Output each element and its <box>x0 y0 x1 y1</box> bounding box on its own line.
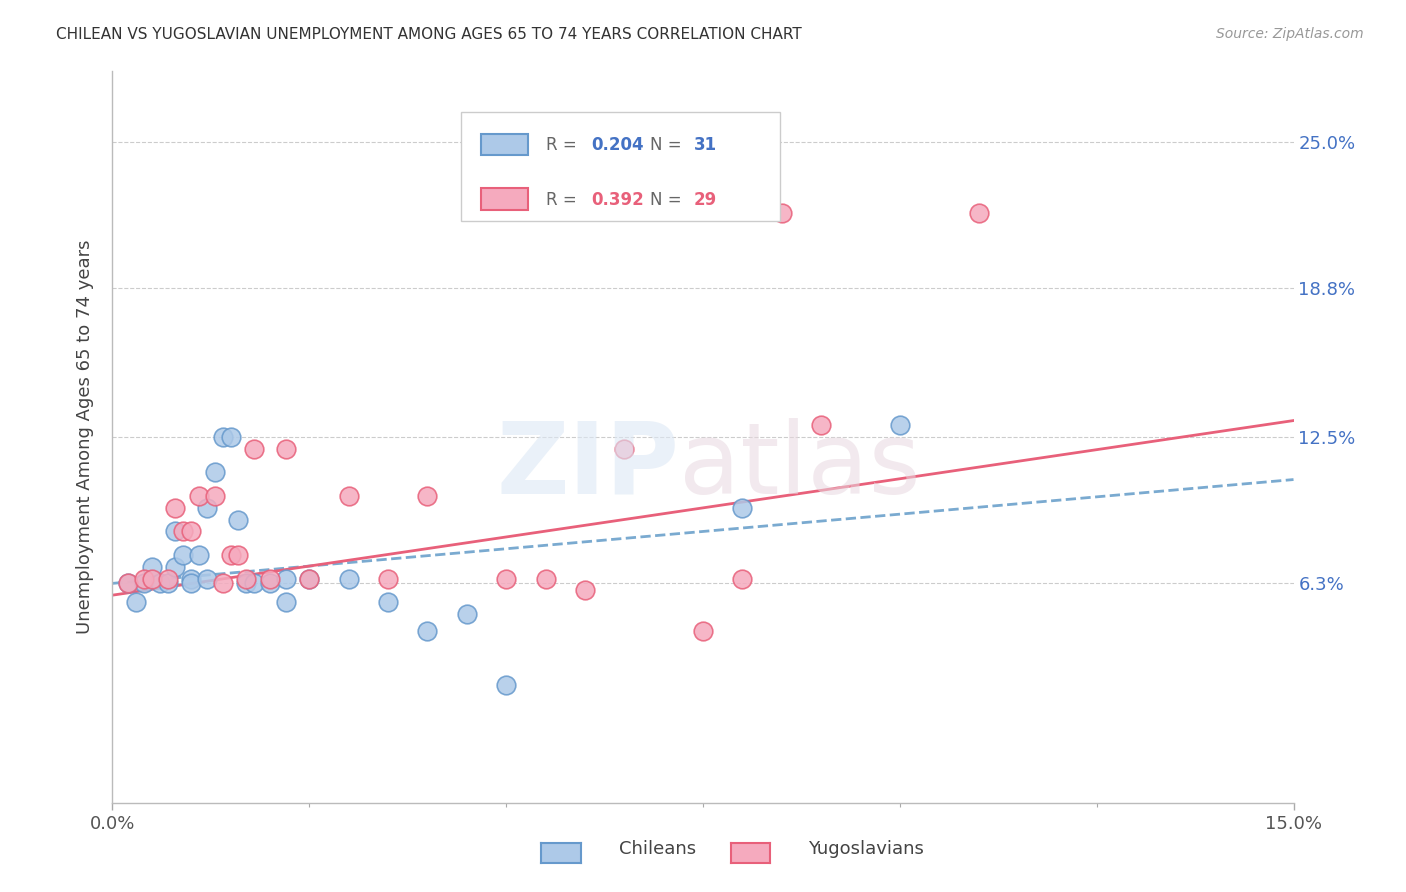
Point <box>337 489 360 503</box>
Text: Yugoslavians: Yugoslavians <box>808 840 924 858</box>
Point <box>731 572 754 586</box>
Point <box>117 576 139 591</box>
Point <box>228 513 250 527</box>
Point <box>211 576 233 591</box>
Point <box>141 559 163 574</box>
Point <box>204 466 226 480</box>
Point <box>243 576 266 591</box>
Point <box>195 500 218 515</box>
Point <box>574 583 596 598</box>
Point <box>172 524 194 539</box>
Point <box>274 442 297 456</box>
FancyBboxPatch shape <box>481 134 529 155</box>
FancyBboxPatch shape <box>481 188 529 211</box>
Point <box>243 442 266 456</box>
Point <box>337 572 360 586</box>
Text: ZIP: ZIP <box>496 417 679 515</box>
Text: Source: ZipAtlas.com: Source: ZipAtlas.com <box>1216 27 1364 41</box>
Point <box>235 576 257 591</box>
Point <box>416 489 439 503</box>
Point <box>235 572 257 586</box>
Point <box>188 489 211 503</box>
Point <box>132 572 155 586</box>
Point <box>456 607 478 621</box>
Text: 29: 29 <box>693 191 717 209</box>
Point <box>125 595 148 609</box>
FancyBboxPatch shape <box>461 112 780 221</box>
Point <box>889 418 911 433</box>
Point <box>180 576 202 591</box>
Point <box>188 548 211 562</box>
Point <box>180 572 202 586</box>
Point <box>377 572 399 586</box>
Text: N =: N = <box>650 136 686 154</box>
Point <box>195 572 218 586</box>
Point <box>692 624 714 638</box>
Point <box>165 500 187 515</box>
Point <box>211 430 233 444</box>
Point <box>149 576 172 591</box>
Text: CHILEAN VS YUGOSLAVIAN UNEMPLOYMENT AMONG AGES 65 TO 74 YEARS CORRELATION CHART: CHILEAN VS YUGOSLAVIAN UNEMPLOYMENT AMON… <box>56 27 801 42</box>
Point <box>259 576 281 591</box>
Text: Chileans: Chileans <box>619 840 696 858</box>
Text: N =: N = <box>650 191 686 209</box>
Point <box>165 524 187 539</box>
Point <box>180 524 202 539</box>
Point <box>156 572 179 586</box>
Point <box>810 418 832 433</box>
Text: R =: R = <box>546 136 582 154</box>
Point <box>259 572 281 586</box>
Point <box>141 572 163 586</box>
Point <box>228 548 250 562</box>
Point <box>495 572 517 586</box>
Text: R =: R = <box>546 191 582 209</box>
Point <box>219 548 242 562</box>
Point <box>416 624 439 638</box>
Point <box>274 595 297 609</box>
Point <box>298 572 321 586</box>
Point <box>770 206 793 220</box>
Point <box>967 206 990 220</box>
Point <box>132 576 155 591</box>
Point <box>204 489 226 503</box>
Text: 0.204: 0.204 <box>591 136 644 154</box>
Point <box>534 572 557 586</box>
Point <box>219 430 242 444</box>
Text: atlas: atlas <box>679 417 921 515</box>
Point <box>731 500 754 515</box>
Point <box>613 442 636 456</box>
Text: 0.392: 0.392 <box>591 191 644 209</box>
Point <box>298 572 321 586</box>
Point <box>274 572 297 586</box>
Y-axis label: Unemployment Among Ages 65 to 74 years: Unemployment Among Ages 65 to 74 years <box>76 240 94 634</box>
Point <box>377 595 399 609</box>
Point <box>117 576 139 591</box>
Point <box>495 678 517 692</box>
Text: 31: 31 <box>693 136 717 154</box>
Point <box>165 559 187 574</box>
Point <box>156 576 179 591</box>
Point <box>172 548 194 562</box>
